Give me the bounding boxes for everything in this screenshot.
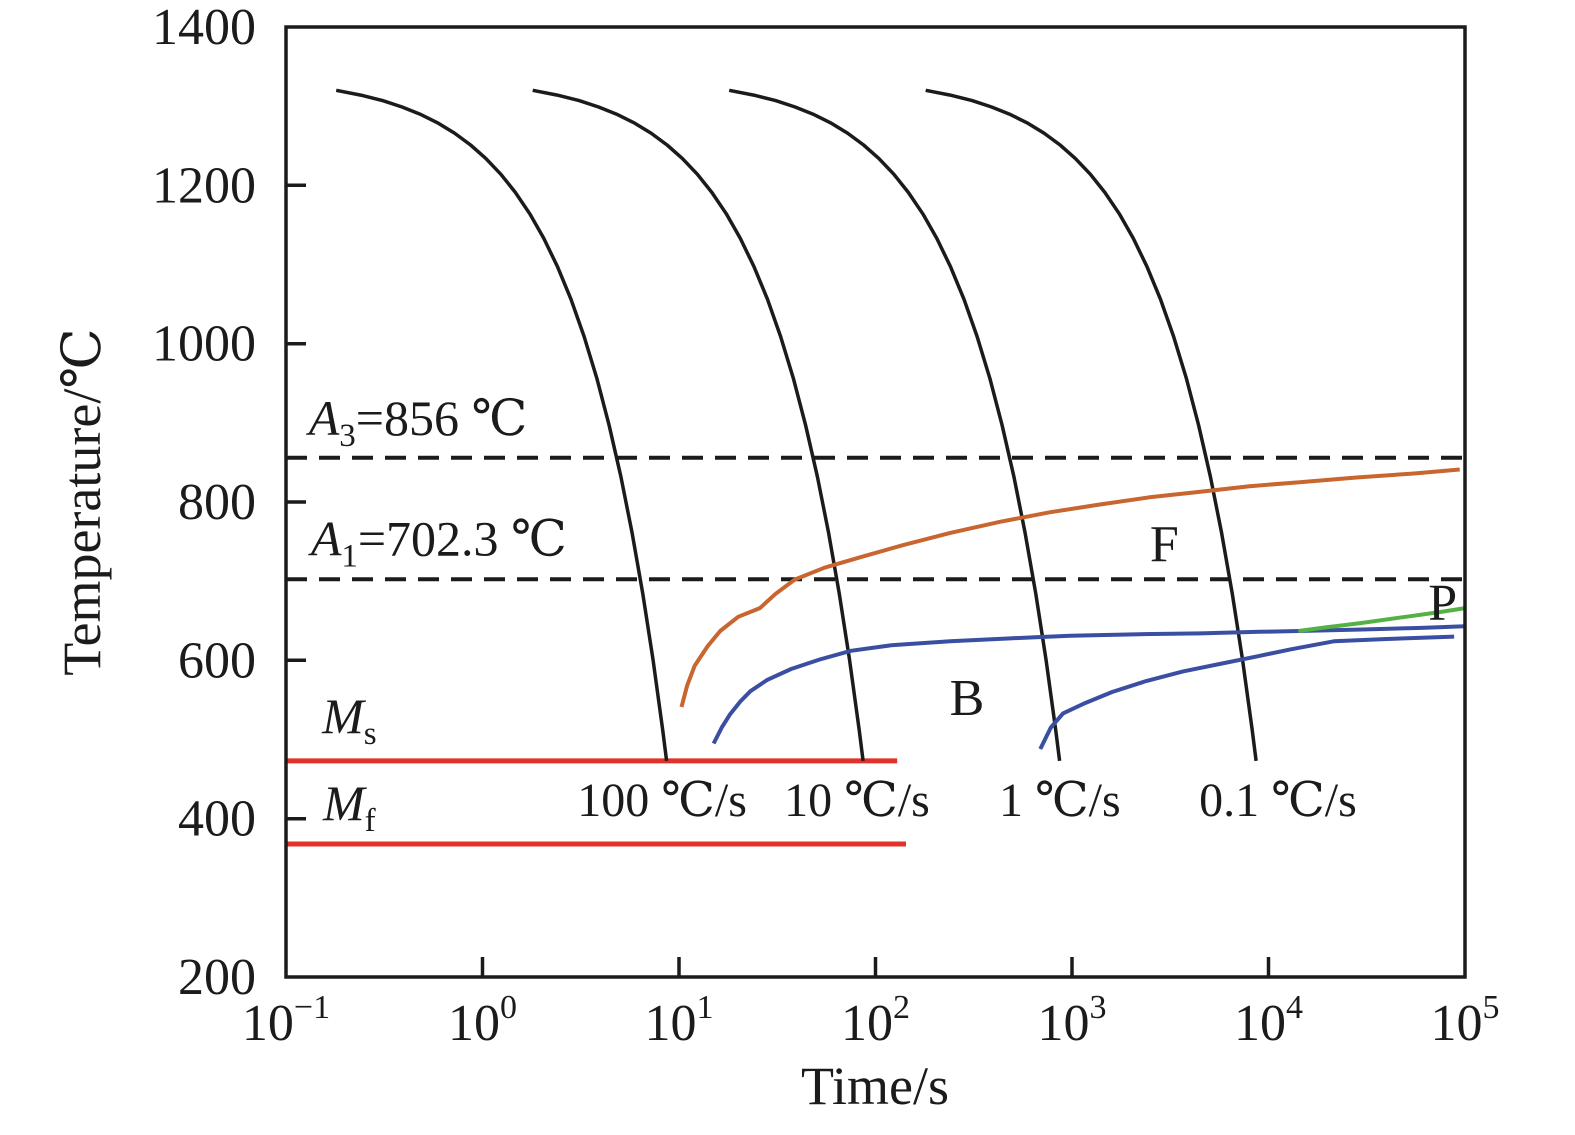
y-tick-label-1200: 1200 bbox=[152, 157, 256, 214]
mf-label: Mf bbox=[322, 775, 376, 839]
cooling-curve-0.1c-per-s bbox=[925, 88, 1258, 762]
y-tick-label-800: 800 bbox=[178, 474, 256, 531]
cooling-curve-100c-per-s bbox=[335, 88, 669, 762]
cooling-rate-label-10: 10 ℃/s bbox=[784, 774, 930, 827]
cooling-curve-10c-per-s bbox=[532, 88, 865, 762]
y-tick-label-600: 600 bbox=[178, 632, 256, 689]
plot-area: A3=856 ℃ A1=702.3 ℃ Ms Mf 100 ℃/s 10 ℃/s 1 ℃/s… bbox=[152, 0, 1500, 1052]
cooling-rate-label-100: 100 ℃/s bbox=[577, 774, 747, 827]
a1-label: A1=702.3 ℃ bbox=[308, 510, 567, 574]
pearlite-start-curve bbox=[1298, 606, 1466, 633]
y-tick-label-1000: 1000 bbox=[152, 316, 256, 373]
y-tick-label-400: 400 bbox=[178, 791, 256, 848]
x-axis-title: Time/s bbox=[801, 1056, 949, 1116]
ms-label: Ms bbox=[321, 688, 377, 752]
a3-label: A3=856 ℃ bbox=[306, 390, 528, 454]
x-tick-label: 105 bbox=[1431, 989, 1500, 1052]
ferrite-start-curve bbox=[679, 467, 1460, 708]
x-tick-label: 101 bbox=[645, 989, 714, 1052]
plot-border bbox=[284, 25, 1467, 979]
phase-label-P: P bbox=[1428, 575, 1457, 632]
x-tick-label: 104 bbox=[1234, 989, 1303, 1052]
cooling-rate-label-1: 1 ℃/s bbox=[999, 774, 1121, 827]
x-tick-label: 100 bbox=[448, 989, 517, 1052]
bainite-start-curve bbox=[711, 624, 1466, 745]
x-tick-label: 103 bbox=[1038, 989, 1107, 1052]
y-tick-label-1400: 1400 bbox=[152, 0, 256, 56]
x-tick-label: 10−1 bbox=[242, 989, 330, 1052]
x-tick-label: 102 bbox=[841, 989, 910, 1052]
cooling-rate-label-0.1: 0.1 ℃/s bbox=[1199, 774, 1357, 827]
y-tick-label-200: 200 bbox=[178, 949, 256, 1006]
phase-label-F: F bbox=[1150, 516, 1179, 573]
cooling-curve-1c-per-s bbox=[728, 88, 1062, 762]
y-axis-title: Temperature/℃ bbox=[52, 328, 112, 675]
bainite-finish-curve bbox=[1038, 634, 1455, 750]
phase-label-B: B bbox=[950, 670, 985, 727]
